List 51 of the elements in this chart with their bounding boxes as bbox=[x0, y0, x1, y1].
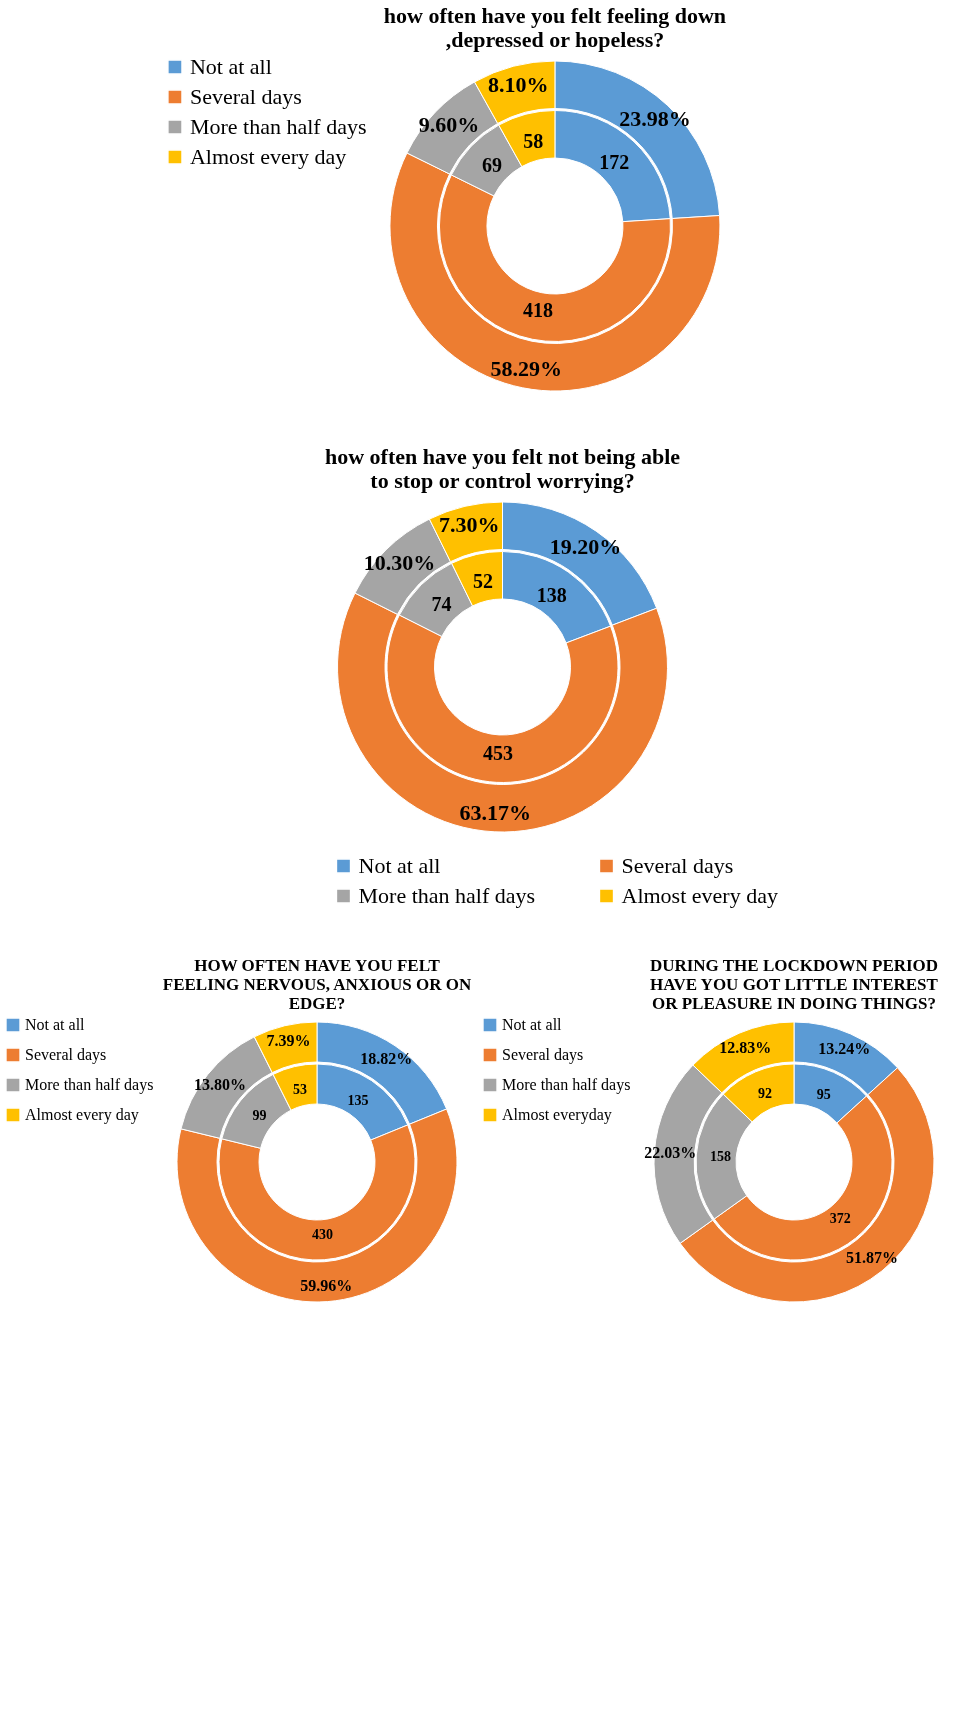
data-label: 58.29% bbox=[490, 356, 563, 382]
data-label: 10.30% bbox=[363, 550, 436, 576]
data-label: 138 bbox=[536, 583, 567, 606]
legend-label: Almost every day bbox=[621, 883, 778, 908]
data-label: 58 bbox=[523, 130, 544, 152]
data-label: 13.80% bbox=[193, 1075, 246, 1093]
data-label: 12.83% bbox=[719, 1038, 772, 1056]
data-label: 430 bbox=[311, 1227, 333, 1243]
legend-label: More than half days bbox=[358, 883, 536, 908]
data-label: 158 bbox=[710, 1148, 732, 1164]
chart-title: how often have you felt not being able to stop or control worrying? bbox=[324, 444, 681, 493]
data-label: 19.20% bbox=[549, 533, 622, 559]
legend-label: Almost every day bbox=[25, 1106, 139, 1124]
data-label: 172 bbox=[599, 150, 630, 173]
data-label: 74 bbox=[431, 593, 452, 616]
data-label: 95 bbox=[816, 1086, 831, 1102]
data-label: 99 bbox=[252, 1108, 267, 1124]
legend-label: More than half days bbox=[502, 1076, 631, 1094]
legend-label: Almost everyday bbox=[502, 1106, 612, 1124]
data-label: 18.82% bbox=[360, 1050, 413, 1068]
data-label: 63.17% bbox=[459, 800, 531, 826]
data-label: 92 bbox=[758, 1086, 773, 1102]
legend-label: More than half days bbox=[25, 1076, 154, 1094]
legend-label: Several days bbox=[189, 84, 302, 109]
legend-label: Not at all bbox=[25, 1016, 86, 1033]
data-label: 22.03% bbox=[644, 1144, 697, 1162]
data-label: 7.39% bbox=[266, 1032, 311, 1050]
legend-label: Almost every day bbox=[189, 144, 347, 169]
legend-label: Several days bbox=[502, 1046, 584, 1064]
data-label: 9.60% bbox=[418, 112, 480, 138]
data-label: 69 bbox=[482, 154, 503, 177]
legend-label: Not at all bbox=[358, 853, 441, 878]
data-label: 453 bbox=[482, 741, 513, 764]
chart-title: DURING THE LOCKDOWN PERIOD HAVE YOU GOT LITTLE INTEREST OR PLEASURE IN DOING THINGS? bbox=[649, 956, 939, 1013]
data-label: 59.96% bbox=[300, 1276, 353, 1294]
data-label: 8.10% bbox=[487, 71, 549, 97]
data-label: 52 bbox=[472, 570, 493, 593]
legend-label: Not at all bbox=[502, 1016, 563, 1033]
data-label: 372 bbox=[829, 1211, 851, 1227]
data-label: 418 bbox=[522, 299, 553, 322]
legend-label: Several days bbox=[621, 853, 734, 878]
data-label: 51.87% bbox=[845, 1249, 898, 1267]
data-label: 7.30% bbox=[439, 511, 500, 537]
legend-label: Several days bbox=[25, 1046, 107, 1064]
data-label: 13.24% bbox=[818, 1039, 871, 1057]
chart-title: HOW OFTEN HAVE YOU FELT FEELING NERVOUS, ANXIOUS OR ON EDGE? bbox=[162, 956, 472, 1013]
legend-label: Not at all bbox=[189, 54, 272, 79]
legend-label: More than half days bbox=[189, 114, 367, 139]
data-label: 53 bbox=[293, 1082, 308, 1098]
data-label: 135 bbox=[347, 1092, 369, 1108]
chart-title: how often have you felt feeling down ,depressed or hopeless? bbox=[383, 3, 727, 52]
